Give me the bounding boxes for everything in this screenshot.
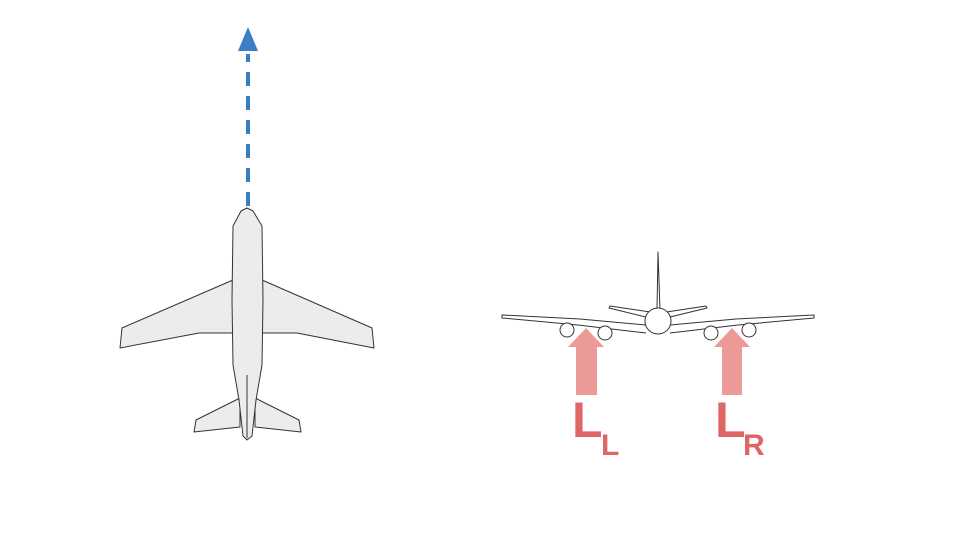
left-stabilizer bbox=[193, 397, 241, 433]
lift-label-left: L L bbox=[572, 392, 619, 462]
lift-label-left-subscript: L bbox=[601, 429, 619, 462]
right-stabilizer bbox=[254, 397, 302, 433]
engine-right-inner bbox=[703, 325, 719, 341]
front-left-wing bbox=[501, 314, 647, 334]
fuselage bbox=[231, 207, 264, 441]
engine-left-inner bbox=[597, 325, 613, 341]
lift-label-left-symbol: L bbox=[572, 392, 603, 448]
lift-label-right-subscript: R bbox=[743, 429, 765, 462]
engine-right-outer bbox=[741, 322, 757, 338]
vertical-tail bbox=[656, 251, 661, 311]
top-view-aircraft bbox=[119, 207, 375, 441]
front-stabilizer-right bbox=[659, 305, 708, 319]
front-view-aircraft bbox=[501, 251, 815, 341]
front-stabilizer-left bbox=[608, 305, 658, 319]
left-wing bbox=[119, 279, 234, 349]
engine-left-outer bbox=[559, 322, 575, 338]
lift-arrow-left bbox=[568, 328, 604, 395]
lift-label-right-symbol: L bbox=[715, 392, 746, 448]
front-right-wing bbox=[669, 314, 815, 334]
right-wing bbox=[261, 279, 375, 349]
lift-arrow-right bbox=[714, 328, 750, 395]
heading-arrow bbox=[238, 27, 258, 206]
heading-arrow-head bbox=[238, 27, 258, 51]
lift-label-right: L R bbox=[715, 392, 765, 462]
front-fuselage bbox=[644, 307, 672, 335]
